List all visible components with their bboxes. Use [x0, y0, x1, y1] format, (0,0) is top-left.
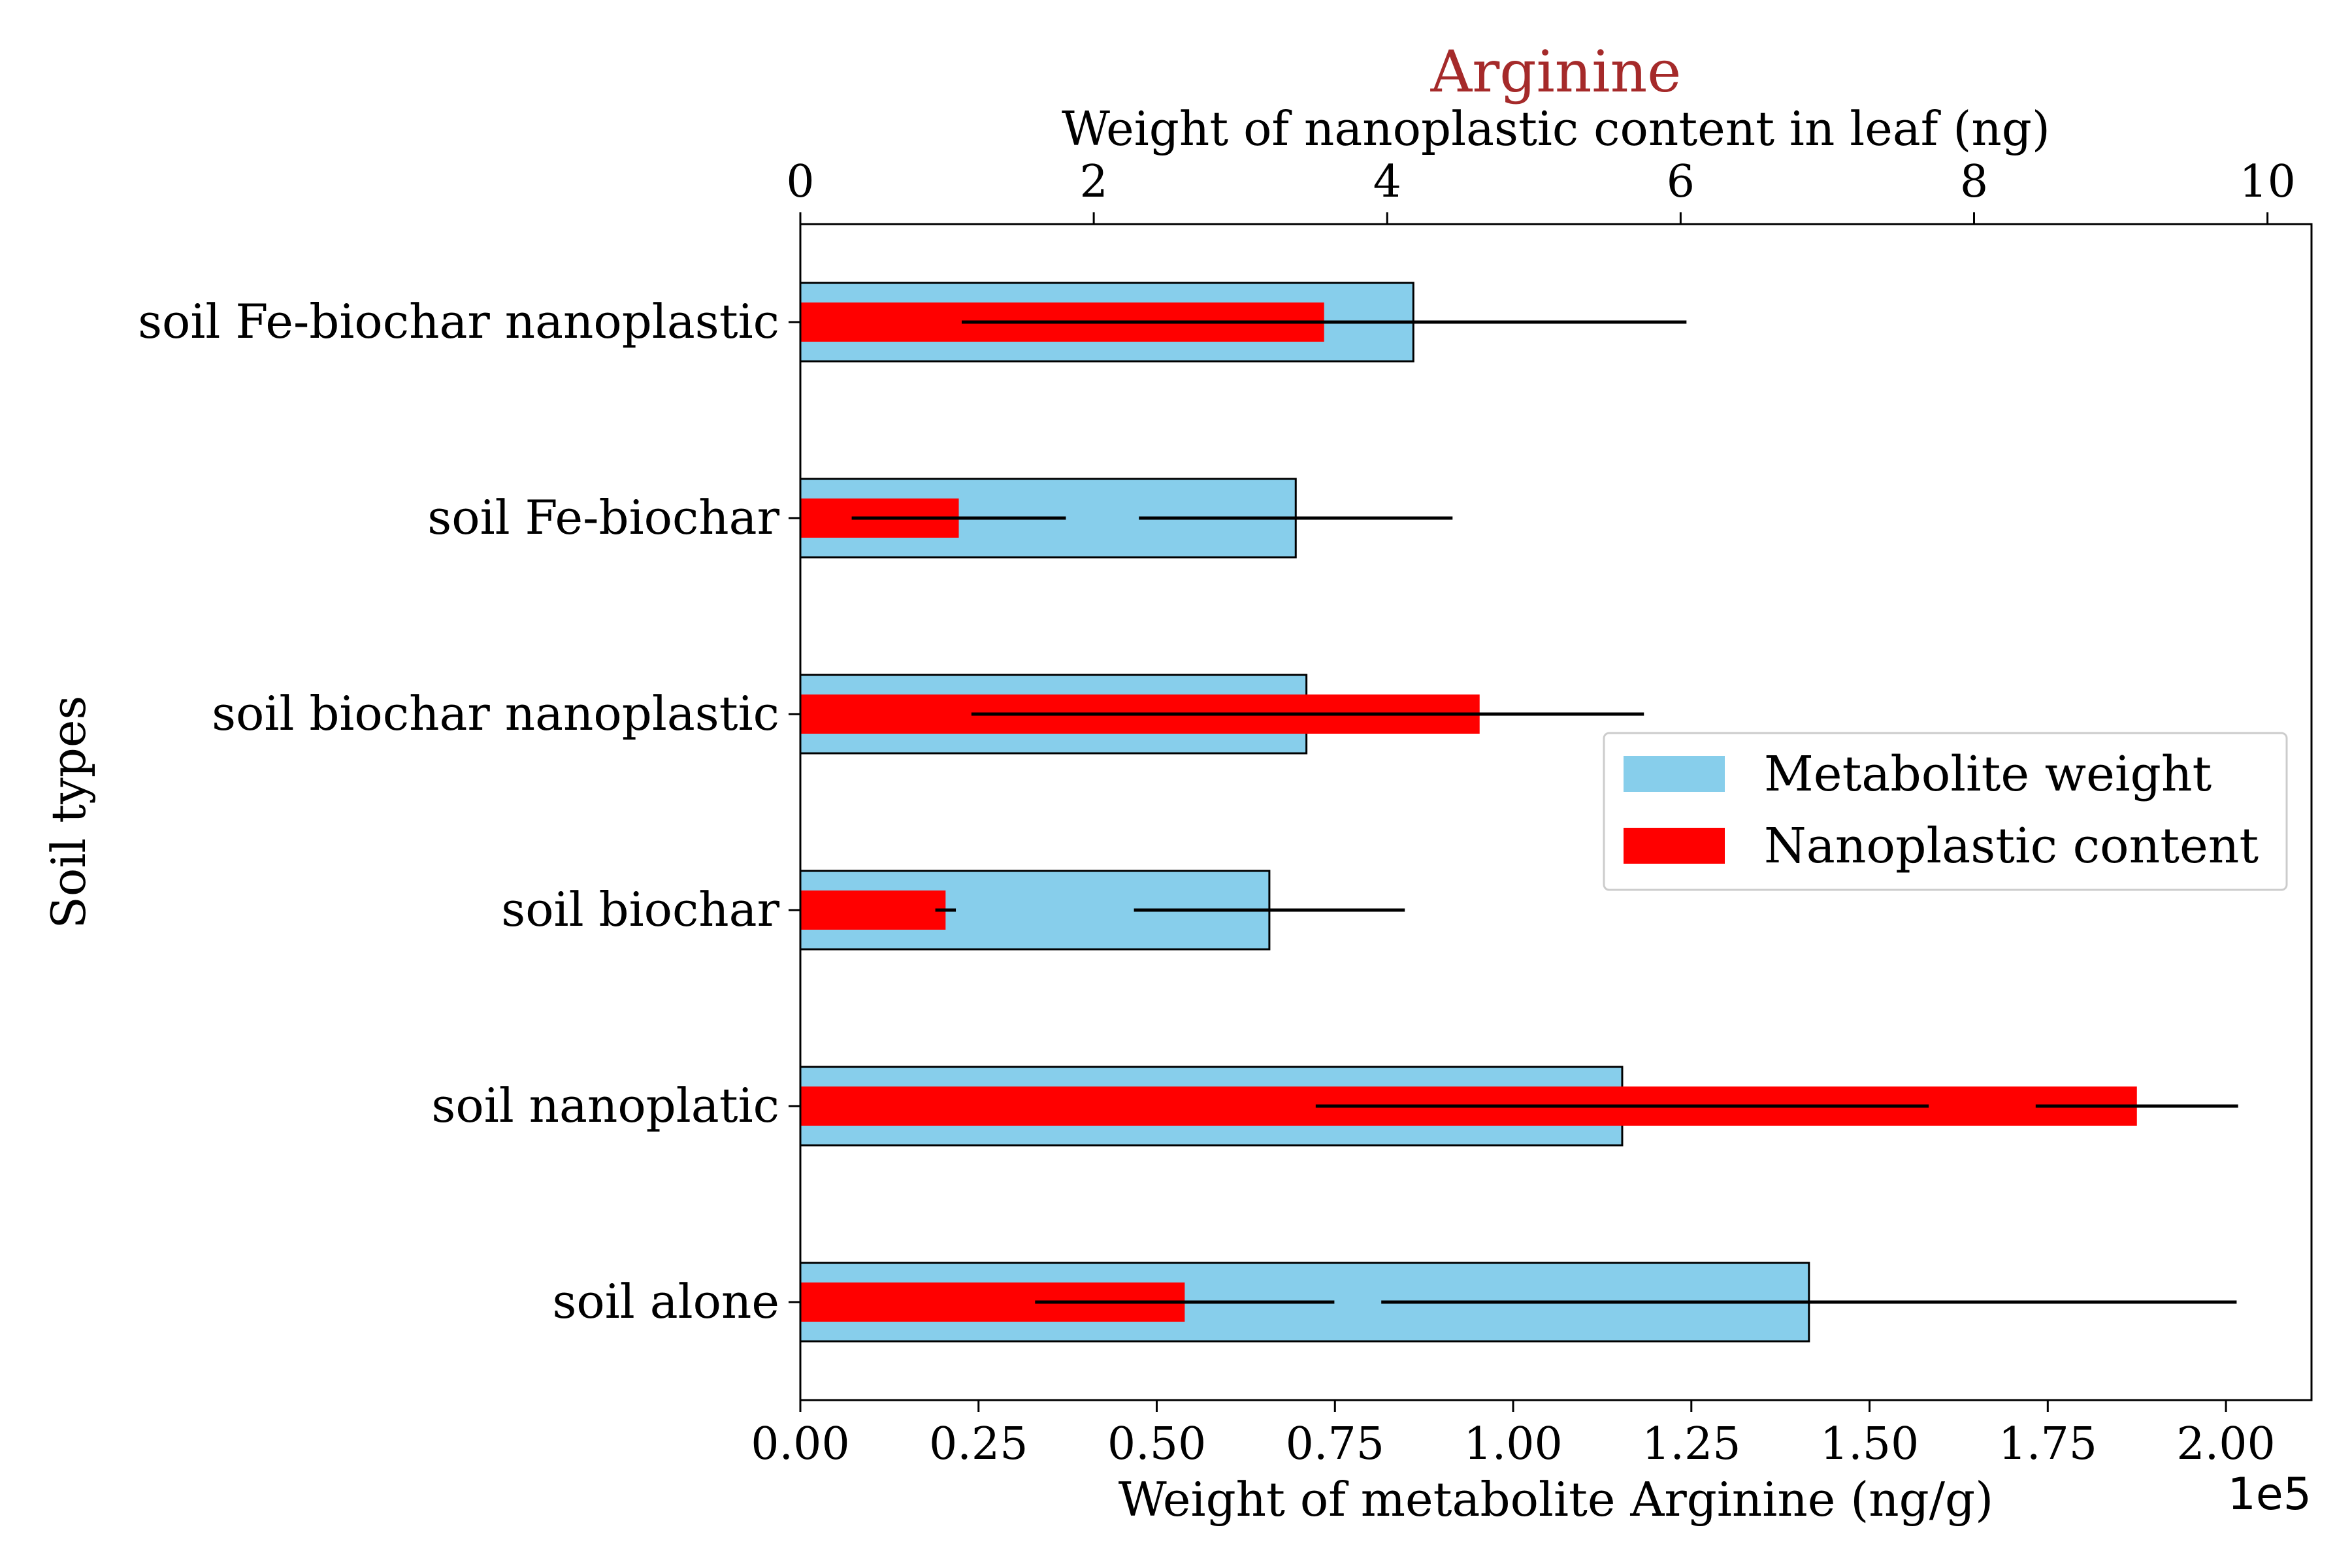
bottom-tick-label-6: 1.50 [1820, 1418, 1919, 1470]
bottom-tick-label-4: 1.00 [1463, 1418, 1562, 1470]
left-axis: soil Fe-biochar nanoplastic soil Fe-bioch… [138, 294, 800, 1329]
top-tick-label-3: 6 [1667, 156, 1695, 208]
top-axis: 0 2 4 6 8 10 [786, 156, 2296, 224]
top-axis-label: Weight of nanoplastic content in leaf (n… [1062, 101, 2050, 156]
chart-title: Arginine [1430, 38, 1682, 105]
y-tick-label-4: soil nanoplatic [431, 1078, 779, 1133]
y-tick-label-1: soil Fe-biochar [427, 490, 779, 545]
y-axis-label: Soil types [41, 696, 96, 929]
error-bars [851, 320, 2238, 1304]
plot-frame [799, 223, 2313, 1401]
y-tick-label-2: soil biochar nanoplastic [212, 686, 779, 741]
bottom-tick-label-1: 0.25 [929, 1418, 1028, 1470]
bottom-axis-label: Weight of metabolite Arginine (ng/g) [1119, 1472, 1993, 1527]
legend-swatch-metabolite [1624, 756, 1725, 792]
legend-label-metabolite: Metabolite weight [1764, 746, 2212, 802]
top-tick-label-5: 10 [2239, 156, 2296, 208]
bottom-tick-label-7: 1.75 [1999, 1418, 2097, 1470]
legend-box [1603, 732, 2288, 891]
legend: Metabolite weight Nanoplastic content [1603, 732, 2288, 891]
y-tick-label-5: soil alone [552, 1274, 779, 1329]
top-tick-label-4: 8 [1960, 156, 1988, 208]
bottom-axis-offset-text: 1e5 [2228, 1469, 2311, 1520]
y-tick-label-3: soil biochar [501, 882, 779, 937]
legend-label-nanoplastic: Nanoplastic content [1764, 818, 2259, 874]
top-tick-label-2: 4 [1373, 156, 1401, 208]
nanoplastic-bar-3 [800, 890, 946, 930]
top-tick-label-0: 0 [786, 156, 814, 208]
bottom-tick-label-2: 0.50 [1107, 1418, 1206, 1470]
top-tick-label-1: 2 [1079, 156, 1107, 208]
bottom-tick-label-3: 0.75 [1286, 1418, 1384, 1470]
bottom-tick-label-0: 0.00 [751, 1418, 849, 1470]
legend-swatch-nanoplastic [1624, 828, 1725, 864]
bottom-tick-label-5: 1.25 [1642, 1418, 1740, 1470]
bottom-tick-label-8: 2.00 [2176, 1418, 2275, 1470]
bottom-axis: 0.00 0.25 0.50 0.75 1.00 1.25 1.50 1.75 2.00 [751, 1400, 2276, 1470]
y-tick-label-0: soil Fe-biochar nanoplastic [138, 294, 779, 349]
